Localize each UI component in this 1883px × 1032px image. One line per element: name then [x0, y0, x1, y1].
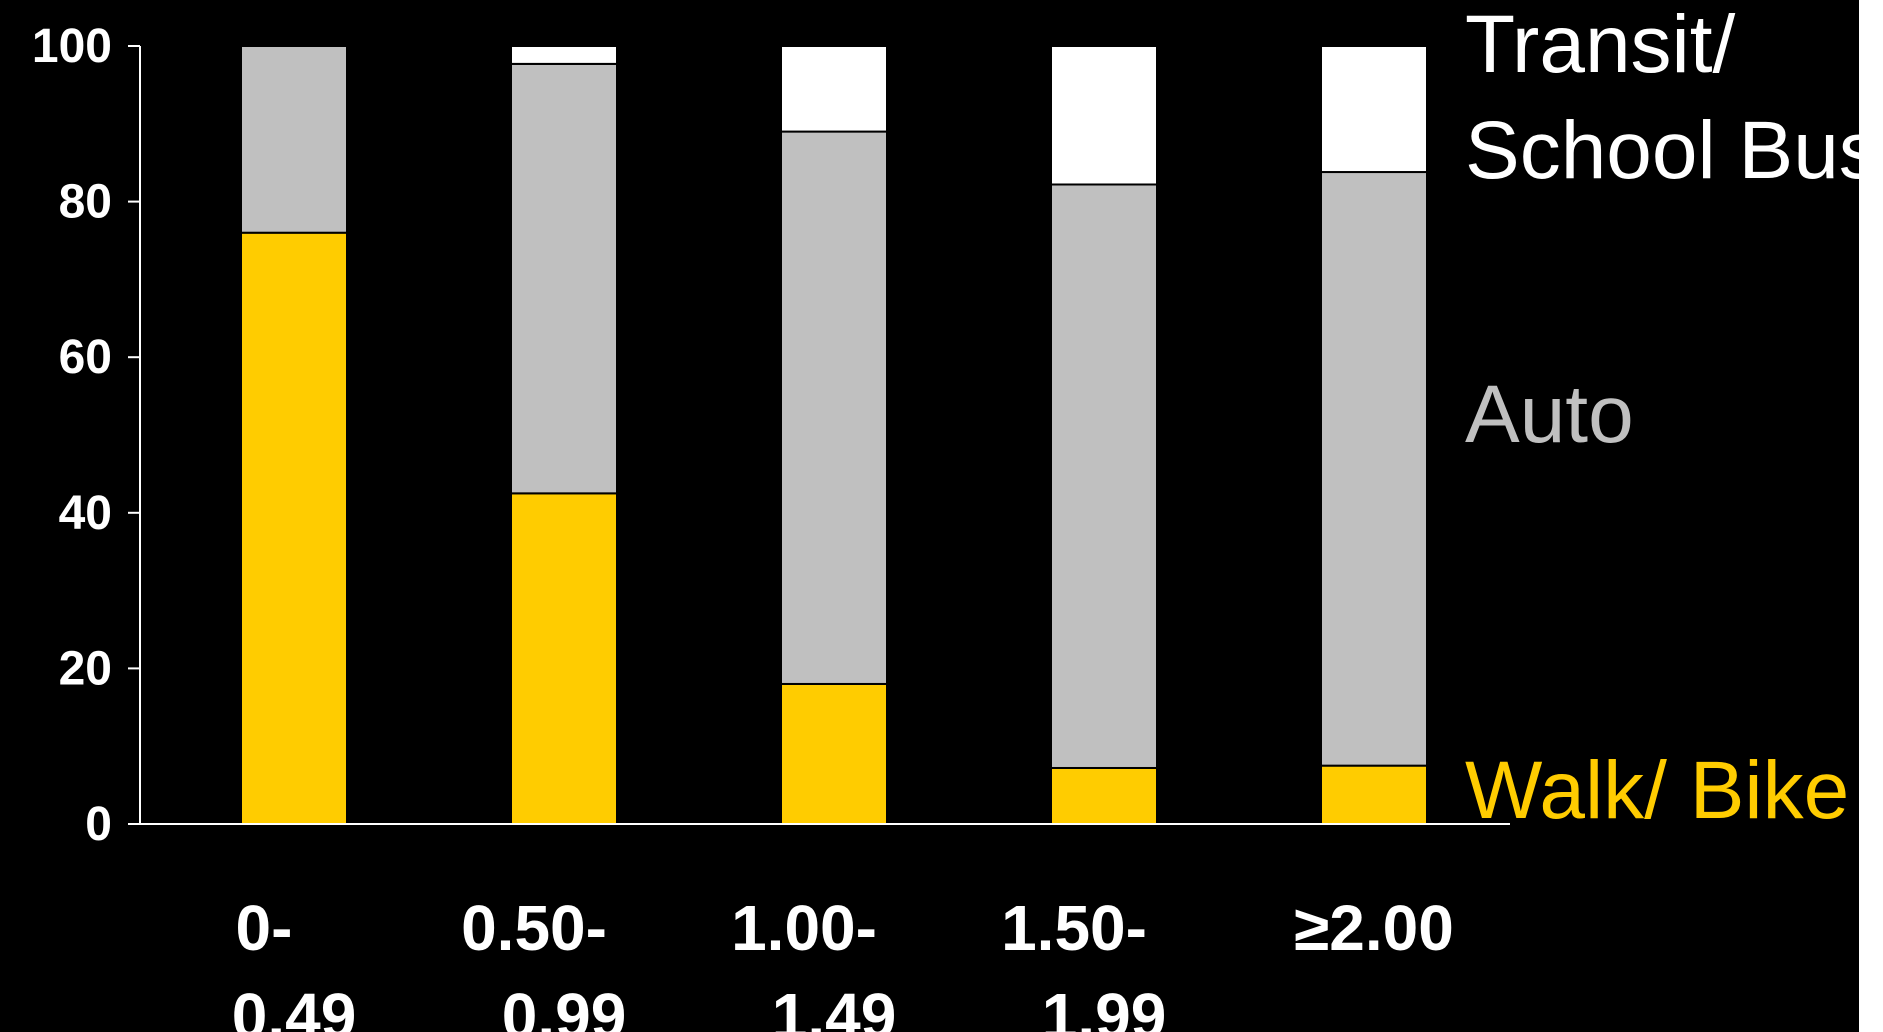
bar-segment-walk-bike-1: [510, 492, 618, 825]
x-tick-label-1: 0.50- 0.99: [461, 892, 626, 1032]
series-label-line: Walk/ Bike: [1465, 745, 1849, 836]
slide-edge: [1859, 0, 1883, 1032]
bar-segment-walk-bike-2: [780, 682, 888, 826]
bar-segment-walk-bike-4: [1320, 764, 1428, 826]
x-tick-label-line: 0.49: [232, 980, 357, 1032]
bar-segment-transit-school-bus-1: [510, 45, 618, 65]
series-label-transit-school-bus: Transit/School Bus: [1465, 0, 1880, 196]
bar-segment-auto-1: [510, 62, 618, 495]
x-tick-label-line: 0.99: [502, 980, 627, 1032]
x-tick-label-4: ≥2.00: [1294, 892, 1454, 964]
series-label-line: Auto: [1465, 369, 1634, 460]
y-tick-label-5: 100: [32, 20, 112, 73]
bar-segment-auto-4: [1320, 171, 1428, 767]
x-tick-label-line: 1.49: [772, 980, 897, 1032]
bar-segment-walk-bike-0: [240, 231, 348, 826]
x-tick-label-line: 0.50-: [461, 892, 607, 964]
bar-segment-transit-school-bus-2: [780, 45, 888, 133]
y-tick-label-4: 80: [59, 176, 112, 229]
x-tick-label-3: 1.50- 1.99: [1001, 892, 1166, 1032]
bar-segment-walk-bike-3: [1050, 766, 1158, 826]
series-label-walk-bike: Walk/ Bike: [1465, 745, 1849, 836]
x-tick-label-line: 0-: [236, 892, 293, 964]
y-tick-label-3: 60: [59, 331, 112, 384]
x-tick-label-2: 1.00- 1.49: [731, 892, 896, 1032]
y-tick-label-2: 40: [59, 487, 112, 540]
bar-segment-transit-school-bus-3: [1050, 45, 1158, 186]
series-label-line: School Bus: [1465, 105, 1880, 196]
bar-segment-auto-0: [240, 45, 348, 234]
x-tick-label-line: 1.50-: [1001, 892, 1147, 964]
series-label-line: Transit/: [1465, 0, 1736, 90]
x-tick-label-0: 0- 0.49: [232, 892, 357, 1032]
bar-segment-auto-2: [780, 130, 888, 685]
y-tick-label-1: 20: [59, 642, 112, 695]
bar-segment-transit-school-bus-4: [1320, 45, 1428, 174]
series-label-auto: Auto: [1465, 369, 1634, 460]
x-tick-label-line: 1.00-: [731, 892, 877, 964]
bar-segment-auto-3: [1050, 183, 1158, 769]
y-tick-label-0: 0: [85, 798, 112, 851]
x-tick-label-line: 1.99: [1042, 980, 1167, 1032]
x-tick-label-line: ≥2.00: [1294, 892, 1454, 964]
